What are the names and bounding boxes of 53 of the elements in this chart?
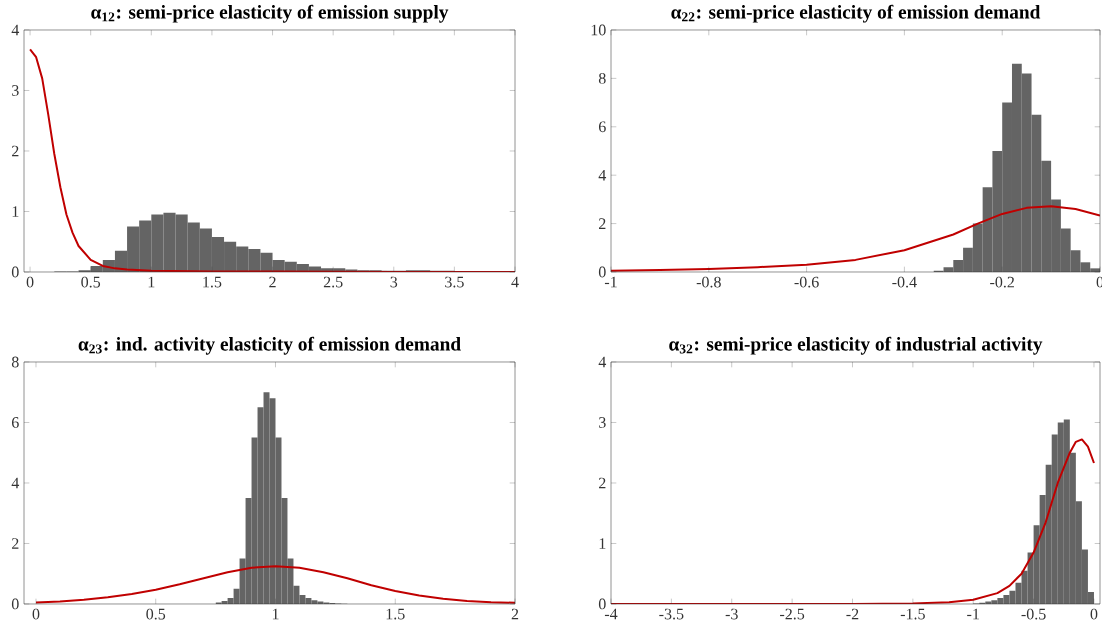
x-tick-label: -0.2: [990, 276, 1014, 288]
x-tick-label: 1.5: [203, 276, 222, 288]
y-tick-label: 10: [591, 24, 606, 36]
y-tick-label: 0: [11, 266, 19, 278]
x-tick-label: 2.5: [323, 276, 343, 288]
y-tick-label: 2: [599, 218, 606, 229]
y-tick-label: 8: [11, 356, 19, 368]
y-tick-label: 0: [11, 598, 19, 610]
y-tick-label: 3: [599, 417, 606, 428]
x-tick-label: -0.6: [794, 276, 819, 288]
x-tick-label: -1: [967, 608, 979, 620]
x-tick-label: 2: [511, 608, 519, 620]
x-tick-label: -0.5: [1021, 608, 1046, 620]
y-tick-label: 1: [599, 538, 606, 549]
y-tick-label: 8: [598, 72, 606, 84]
y-tick-label: 0: [598, 266, 606, 278]
x-tick-label: -2.5: [780, 608, 805, 620]
x-tick-label: -0.8: [696, 276, 721, 288]
chart-title: α$_{12}$: semi-price elasticity of emission supply: [91, 4, 449, 23]
x-tick-label: 1: [272, 608, 279, 620]
x-tick-label: 0.5: [146, 608, 166, 620]
x-tick-label: 2: [269, 276, 276, 288]
x-tick-label: 4: [511, 276, 519, 288]
y-tick-label: 2: [12, 145, 19, 157]
x-tick-label: -4: [604, 608, 618, 620]
y-tick-label: 4: [598, 356, 607, 368]
x-tick-label: -2: [846, 608, 859, 620]
y-tick-label: 4: [598, 169, 607, 181]
y-tick-label: 6: [11, 417, 19, 428]
y-tick-label: 4: [11, 477, 20, 489]
x-tick-label: -0.4: [892, 276, 917, 288]
x-tick-label: 0: [32, 608, 40, 620]
chart-title: α$_{23}$: ind. activity elasticity of emission demand: [78, 336, 461, 355]
x-tick-label: 3.5: [445, 276, 464, 288]
y-tick-label: 0: [598, 598, 606, 610]
y-tick-label: 2: [599, 477, 606, 489]
x-tick-label: 1.5: [386, 608, 405, 620]
x-tick-label: -1.5: [900, 608, 925, 620]
x-tick-label: 0: [1090, 608, 1098, 620]
chart-title: α$_{32}$: semi-price elasticity of industrial activity: [669, 336, 1043, 355]
chart-title: α$_{22}$: semi-price elasticity of emission demand: [671, 4, 1041, 23]
y-tick-label: 6: [598, 121, 606, 133]
x-tick-label: 0: [26, 276, 34, 288]
x-tick-label: 0.5: [81, 276, 101, 288]
y-tick-label: 4: [11, 24, 20, 36]
x-tick-label: -3: [725, 608, 738, 620]
y-tick-label: 3: [12, 85, 19, 96]
x-tick-label: 1: [148, 276, 155, 288]
y-tick-label: 2: [12, 538, 19, 549]
y-tick-label: 1: [12, 206, 19, 217]
x-tick-label: -1: [604, 276, 617, 288]
x-tick-label: 3: [390, 276, 398, 288]
x-tick-label: -3.5: [659, 608, 684, 620]
